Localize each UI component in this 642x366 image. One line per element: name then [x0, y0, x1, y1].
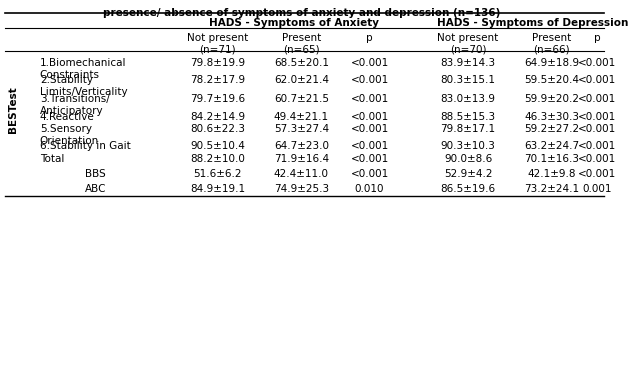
Text: Total: Total [40, 154, 64, 164]
Text: 79.8±19.9: 79.8±19.9 [191, 58, 245, 68]
Text: <0.001: <0.001 [578, 141, 616, 151]
Text: presence/ absence of symptoms of anxiety and depression (n=136): presence/ absence of symptoms of anxiety… [103, 8, 501, 18]
Text: 59.2±27.2: 59.2±27.2 [524, 124, 579, 134]
Text: 90.3±10.3: 90.3±10.3 [440, 141, 496, 151]
Text: 78.2±17.9: 78.2±17.9 [191, 75, 245, 85]
Text: ABC: ABC [85, 184, 107, 194]
Text: 71.9±16.4: 71.9±16.4 [273, 154, 329, 164]
Text: 42.1±9.8: 42.1±9.8 [527, 169, 576, 179]
Text: Present
(n=66): Present (n=66) [532, 33, 571, 55]
Text: 52.9±4.2: 52.9±4.2 [444, 169, 492, 179]
Text: 90.0±8.6: 90.0±8.6 [444, 154, 492, 164]
Text: <0.001: <0.001 [578, 169, 616, 179]
Text: 1.Biomechanical
Constraints: 1.Biomechanical Constraints [40, 58, 126, 79]
Text: 86.5±19.6: 86.5±19.6 [440, 184, 496, 194]
Text: <0.001: <0.001 [351, 169, 388, 179]
Text: <0.001: <0.001 [351, 75, 388, 85]
Text: 0.001: 0.001 [582, 184, 612, 194]
Text: <0.001: <0.001 [351, 141, 388, 151]
Text: <0.001: <0.001 [578, 112, 616, 122]
Text: HADS - Symptoms of Anxiety: HADS - Symptoms of Anxiety [209, 18, 379, 28]
Text: 84.9±19.1: 84.9±19.1 [191, 184, 245, 194]
Text: 88.5±15.3: 88.5±15.3 [440, 112, 496, 122]
Text: 5.Sensory
Orientation: 5.Sensory Orientation [40, 124, 99, 146]
Text: 80.6±22.3: 80.6±22.3 [191, 124, 245, 134]
Text: 57.3±27.4: 57.3±27.4 [273, 124, 329, 134]
Text: 68.5±20.1: 68.5±20.1 [274, 58, 329, 68]
Text: 83.0±13.9: 83.0±13.9 [440, 94, 496, 104]
Text: 6.Stability in Gait: 6.Stability in Gait [40, 141, 130, 151]
Text: p: p [366, 33, 373, 43]
Text: 79.8±17.1: 79.8±17.1 [440, 124, 496, 134]
Text: HADS - Symptoms of Depression: HADS - Symptoms of Depression [437, 18, 629, 28]
Text: 84.2±14.9: 84.2±14.9 [191, 112, 245, 122]
Text: 59.5±20.4: 59.5±20.4 [524, 75, 579, 85]
Text: 73.2±24.1: 73.2±24.1 [524, 184, 579, 194]
Text: <0.001: <0.001 [351, 112, 388, 122]
Text: 88.2±10.0: 88.2±10.0 [191, 154, 245, 164]
Text: Present
(n=65): Present (n=65) [282, 33, 321, 55]
Text: 74.9±25.3: 74.9±25.3 [273, 184, 329, 194]
Text: 4.Reactive: 4.Reactive [40, 112, 94, 122]
Text: <0.001: <0.001 [578, 58, 616, 68]
Text: <0.001: <0.001 [351, 58, 388, 68]
Text: 80.3±15.1: 80.3±15.1 [440, 75, 496, 85]
Text: 2.Stability
Limits/Verticality: 2.Stability Limits/Verticality [40, 75, 127, 97]
Text: 46.3±30.3: 46.3±30.3 [524, 112, 579, 122]
Text: 0.010: 0.010 [355, 184, 385, 194]
Text: Not present
(n=71): Not present (n=71) [187, 33, 248, 55]
Text: <0.001: <0.001 [351, 154, 388, 164]
Text: 64.7±23.0: 64.7±23.0 [274, 141, 329, 151]
Text: <0.001: <0.001 [578, 94, 616, 104]
Text: 83.9±14.3: 83.9±14.3 [440, 58, 496, 68]
Text: BESTest: BESTest [8, 87, 18, 133]
Text: <0.001: <0.001 [578, 124, 616, 134]
Text: 49.4±21.1: 49.4±21.1 [273, 112, 329, 122]
Text: 42.4±11.0: 42.4±11.0 [274, 169, 329, 179]
Text: p: p [594, 33, 600, 43]
Text: BBS: BBS [85, 169, 106, 179]
Text: <0.001: <0.001 [351, 124, 388, 134]
Text: <0.001: <0.001 [351, 94, 388, 104]
Text: 62.0±21.4: 62.0±21.4 [274, 75, 329, 85]
Text: 51.6±6.2: 51.6±6.2 [194, 169, 242, 179]
Text: 64.9±18.9: 64.9±18.9 [524, 58, 579, 68]
Text: 70.1±16.3: 70.1±16.3 [524, 154, 579, 164]
Text: 3.Transitions/
Anticipatory: 3.Transitions/ Anticipatory [40, 94, 110, 116]
Text: 60.7±21.5: 60.7±21.5 [274, 94, 329, 104]
Text: 90.5±10.4: 90.5±10.4 [191, 141, 245, 151]
Text: 63.2±24.7: 63.2±24.7 [524, 141, 579, 151]
Text: 79.7±19.6: 79.7±19.6 [191, 94, 245, 104]
Text: 59.9±20.2: 59.9±20.2 [524, 94, 579, 104]
Text: <0.001: <0.001 [578, 154, 616, 164]
Text: <0.001: <0.001 [578, 75, 616, 85]
Text: Not present
(n=70): Not present (n=70) [437, 33, 499, 55]
